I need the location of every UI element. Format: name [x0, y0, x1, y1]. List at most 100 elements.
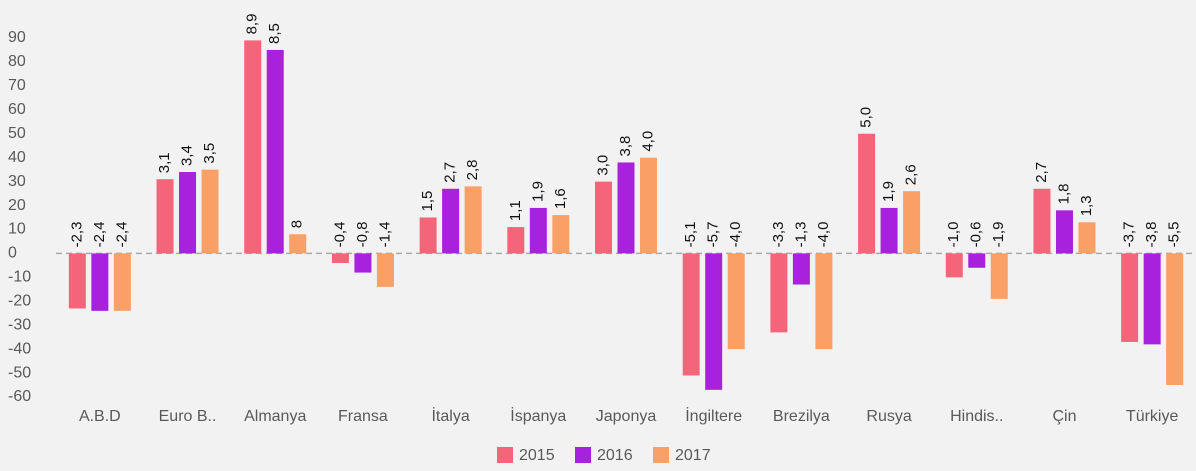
data-label: 2,7 [1033, 162, 1050, 183]
bar [770, 253, 788, 333]
y-tick-label: 30 [8, 173, 26, 190]
data-label: 2,8 [464, 160, 481, 181]
y-tick-label: 90 [8, 29, 26, 46]
data-label: -4,0 [815, 222, 832, 248]
x-tick-label: Brezilya [773, 408, 830, 425]
data-label: 1,9 [529, 181, 546, 202]
bar [354, 253, 372, 273]
data-label: -1,9 [990, 222, 1007, 248]
y-tick-label: 70 [8, 77, 26, 94]
bar [331, 253, 349, 263]
x-tick-label: Türkiye [1126, 408, 1179, 425]
y-tick-label: -20 [8, 292, 31, 309]
data-label: -1,0 [945, 222, 962, 248]
legend-swatch [653, 447, 669, 463]
bar [113, 253, 131, 311]
data-label: 1,9 [880, 181, 897, 202]
data-label: -1,3 [792, 222, 809, 248]
data-label: -0,8 [354, 222, 371, 248]
bar [1078, 222, 1096, 254]
data-label: 2,6 [903, 164, 920, 185]
bar [617, 162, 635, 254]
y-tick-label: 10 [8, 221, 26, 238]
data-label: -1,4 [376, 222, 393, 248]
data-label: 1,8 [1055, 183, 1072, 204]
bar [640, 157, 657, 254]
data-label: 8 [289, 220, 306, 228]
bar [595, 181, 612, 254]
bar [727, 253, 745, 350]
y-tick-label: 50 [8, 125, 26, 142]
legend-label: 2015 [519, 447, 555, 464]
bar [266, 49, 284, 254]
data-label: 1,6 [552, 188, 569, 209]
x-tick-label: İspanya [510, 406, 566, 425]
x-tick-label: A.B.D [79, 408, 121, 425]
data-label: -0,6 [968, 222, 985, 248]
bar [945, 253, 963, 278]
data-label: 1,3 [1078, 195, 1095, 216]
y-tick-label: -50 [8, 364, 31, 381]
data-label: 1,1 [507, 200, 524, 221]
x-tick-label: Almanya [244, 408, 306, 425]
bar [376, 253, 394, 287]
x-tick-label: Çin [1052, 408, 1076, 425]
bar [419, 217, 437, 254]
bar [815, 253, 833, 350]
bar [903, 191, 921, 254]
bar [1055, 210, 1073, 254]
y-tick-label: -40 [8, 340, 31, 357]
y-tick-label: 80 [8, 53, 26, 70]
data-label: -2,4 [113, 222, 130, 248]
bar [464, 186, 482, 254]
y-tick-label: 0 [8, 245, 17, 262]
bar [529, 207, 547, 254]
x-tick-label: Hindis.. [950, 408, 1003, 425]
data-label: -5,1 [682, 222, 699, 248]
x-tick-label: İtalya [431, 406, 469, 425]
bar [91, 253, 109, 311]
bar [552, 215, 570, 254]
bar [705, 253, 723, 390]
bar [792, 253, 810, 285]
data-label: 8,5 [266, 23, 283, 44]
data-label: 1,5 [419, 191, 436, 212]
data-label: 2,7 [442, 162, 459, 183]
bar [507, 227, 525, 254]
data-label: 5,0 [858, 107, 875, 128]
bar [244, 40, 262, 254]
data-label: 4,0 [639, 131, 656, 152]
data-label: -4,0 [727, 222, 744, 248]
data-label: -2,4 [91, 222, 108, 248]
y-tick-label: -30 [8, 316, 31, 333]
data-label: 3,4 [179, 145, 196, 166]
x-tick-label: Japonya [596, 408, 657, 425]
data-label: -0,4 [331, 222, 348, 248]
data-label: -5,7 [705, 222, 722, 248]
data-label: -3,7 [1121, 222, 1138, 248]
data-label: -5,5 [1166, 222, 1183, 248]
bar [682, 253, 700, 376]
bar [858, 133, 876, 254]
legend-label: 2016 [597, 447, 633, 464]
data-label: 3,1 [156, 152, 173, 173]
x-tick-label: Fransa [338, 408, 388, 425]
legend-label: 2017 [675, 447, 711, 464]
bar [179, 172, 197, 254]
x-tick-label: Rusya [866, 408, 911, 425]
y-tick-label: -60 [8, 388, 31, 405]
bar [201, 169, 219, 254]
bar [1166, 253, 1184, 386]
bar [968, 253, 986, 268]
data-label: 3,5 [201, 143, 218, 164]
bar [68, 253, 86, 309]
y-tick-label: 60 [8, 101, 26, 118]
y-tick-label: 20 [8, 197, 26, 214]
data-label: 8,9 [244, 14, 261, 35]
legend-swatch [575, 447, 591, 463]
y-tick-label: -10 [8, 269, 31, 286]
data-label: -3,3 [770, 222, 787, 248]
x-tick-label: İngiltere [685, 406, 742, 425]
data-label: 3,8 [617, 136, 634, 157]
